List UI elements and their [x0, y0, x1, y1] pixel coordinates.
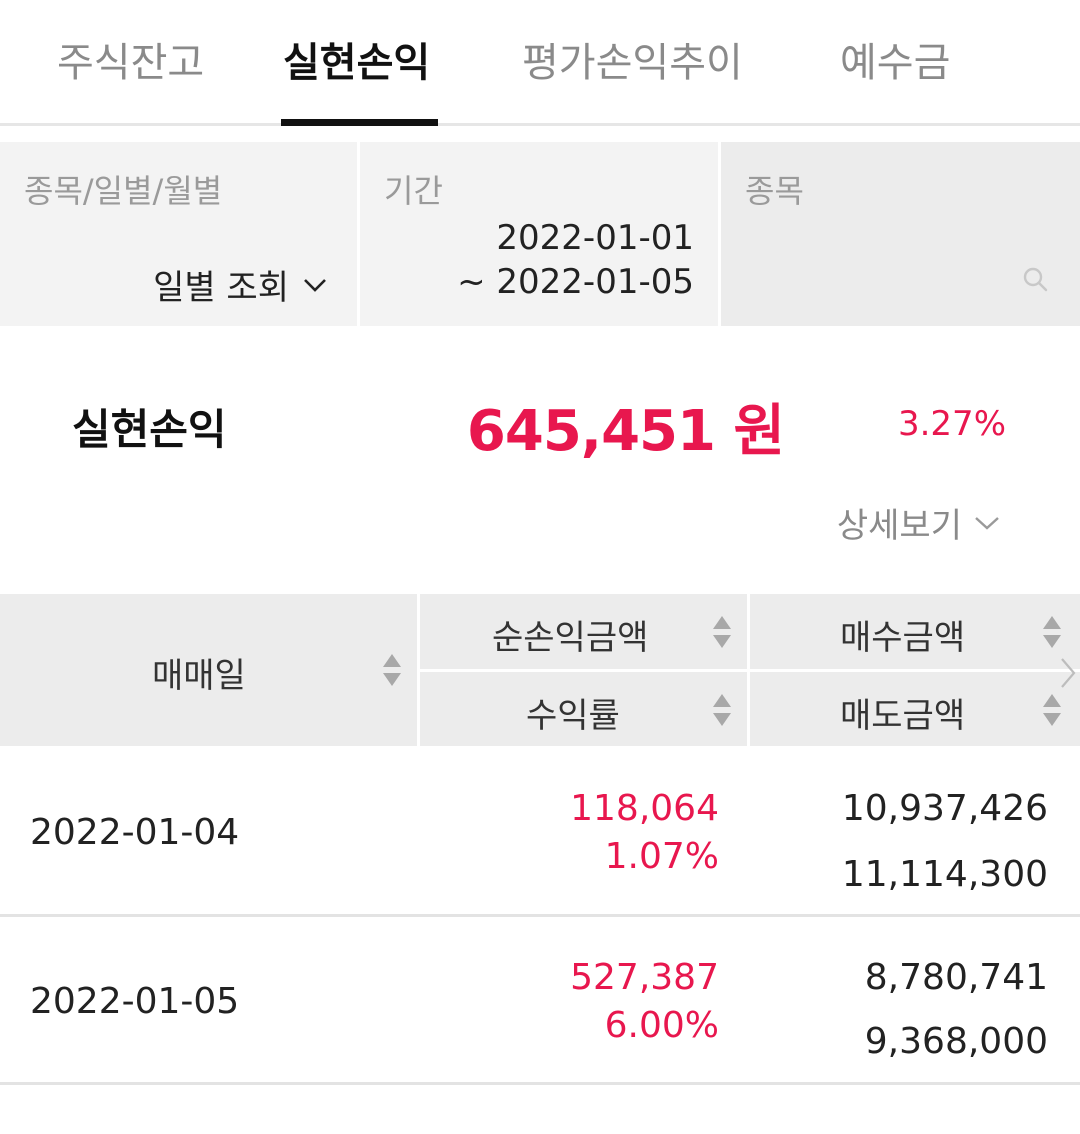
search-icon[interactable] [1022, 266, 1048, 292]
header-trade-date[interactable]: 매매일 [0, 594, 417, 746]
active-tab-indicator [281, 119, 438, 126]
stock-search-field[interactable]: 종목 [721, 142, 1080, 326]
sort-icon[interactable] [1042, 614, 1062, 650]
return-rate: 6.00% [604, 1005, 719, 1046]
detail-label: 상세보기 [836, 506, 962, 546]
header-return-rate[interactable]: 수익률 [420, 672, 747, 746]
view-type-filter[interactable]: 종목/일별/월별 일별 조회 [0, 142, 357, 326]
period-filter[interactable]: 기간 2022-01-01 ~ 2022-01-05 [360, 142, 718, 326]
buy-amount: 8,780,741 [864, 957, 1048, 998]
header-trade-date-label: 매매일 [152, 656, 246, 696]
view-type-select[interactable]: 일별 조회 [153, 260, 327, 309]
trade-date: 2022-01-04 [30, 812, 240, 853]
period-end: ~ 2022-01-05 [457, 262, 694, 302]
tab-stock-balance[interactable]: 주식잔고 [57, 40, 205, 86]
tab-bar: 주식잔고 실현손익 평가손익추이 예수금 [0, 0, 1080, 126]
header-net-profit-label: 순손익금액 [492, 618, 649, 658]
view-type-value: 일별 조회 [153, 268, 289, 308]
header-net-profit[interactable]: 순손익금액 [420, 594, 747, 669]
buy-amount: 10,937,426 [841, 788, 1048, 829]
chevron-down-icon [304, 278, 326, 292]
sort-icon[interactable] [1042, 692, 1062, 728]
summary-label: 실현손익 [72, 405, 227, 454]
sort-icon[interactable] [712, 692, 732, 728]
sort-icon[interactable] [712, 614, 732, 650]
sell-amount: 11,114,300 [841, 854, 1048, 895]
table-row[interactable]: 2022-01-05 527,387 6.00% 8,780,741 9,368… [0, 917, 1080, 1085]
view-type-label: 종목/일별/월별 [24, 172, 223, 210]
realized-pnl-amount: 645,451 원 [466, 399, 785, 464]
header-buy-amount-label: 매수금액 [840, 618, 966, 658]
header-sell-amount[interactable]: 매도금액 [750, 672, 1080, 746]
table-row[interactable]: 2022-01-04 118,064 1.07% 10,937,426 11,1… [0, 746, 1080, 917]
tab-deposit[interactable]: 예수금 [840, 40, 951, 86]
header-sell-amount-label: 매도금액 [840, 696, 966, 736]
tab-valuation-trend[interactable]: 평가손익추이 [522, 40, 743, 86]
header-buy-amount[interactable]: 매수금액 [750, 594, 1080, 669]
period-start: 2022-01-01 [496, 218, 694, 258]
realized-pnl-rate: 3.27% [897, 404, 1006, 444]
trade-date: 2022-01-05 [30, 981, 240, 1022]
chevron-right-icon[interactable] [1058, 656, 1078, 690]
sell-amount: 9,368,000 [864, 1021, 1048, 1062]
detail-toggle[interactable]: 상세보기 [837, 498, 1000, 547]
stock-label: 종목 [745, 172, 804, 210]
return-rate: 1.07% [604, 836, 719, 877]
header-return-rate-label: 수익률 [526, 696, 620, 736]
net-profit: 527,387 [570, 957, 719, 998]
chevron-down-icon [975, 516, 999, 530]
tab-realized-pnl[interactable]: 실현손익 [283, 40, 431, 86]
sort-icon[interactable] [382, 652, 402, 688]
period-label: 기간 [384, 172, 443, 210]
net-profit: 118,064 [570, 788, 719, 829]
